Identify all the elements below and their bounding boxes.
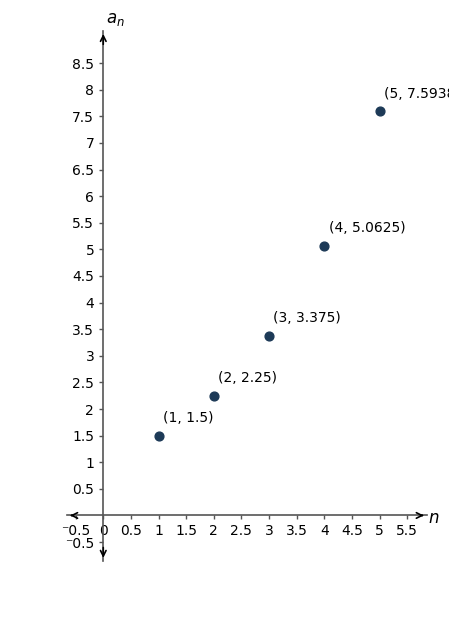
Text: (5, 7.5938): (5, 7.5938) (384, 87, 449, 101)
Point (155, 430, 162, 440)
Point (321, 241, 328, 251)
Text: (3, 3.375): (3, 3.375) (273, 312, 341, 325)
Text: (1, 1.5): (1, 1.5) (163, 411, 213, 425)
Point (210, 391, 217, 401)
Text: (4, 5.0625): (4, 5.0625) (329, 221, 405, 235)
Point (265, 331, 273, 341)
Point (376, 107, 383, 117)
Text: n: n (428, 509, 439, 527)
Text: $a_n$: $a_n$ (106, 11, 125, 29)
Text: (2, 2.25): (2, 2.25) (218, 371, 277, 385)
